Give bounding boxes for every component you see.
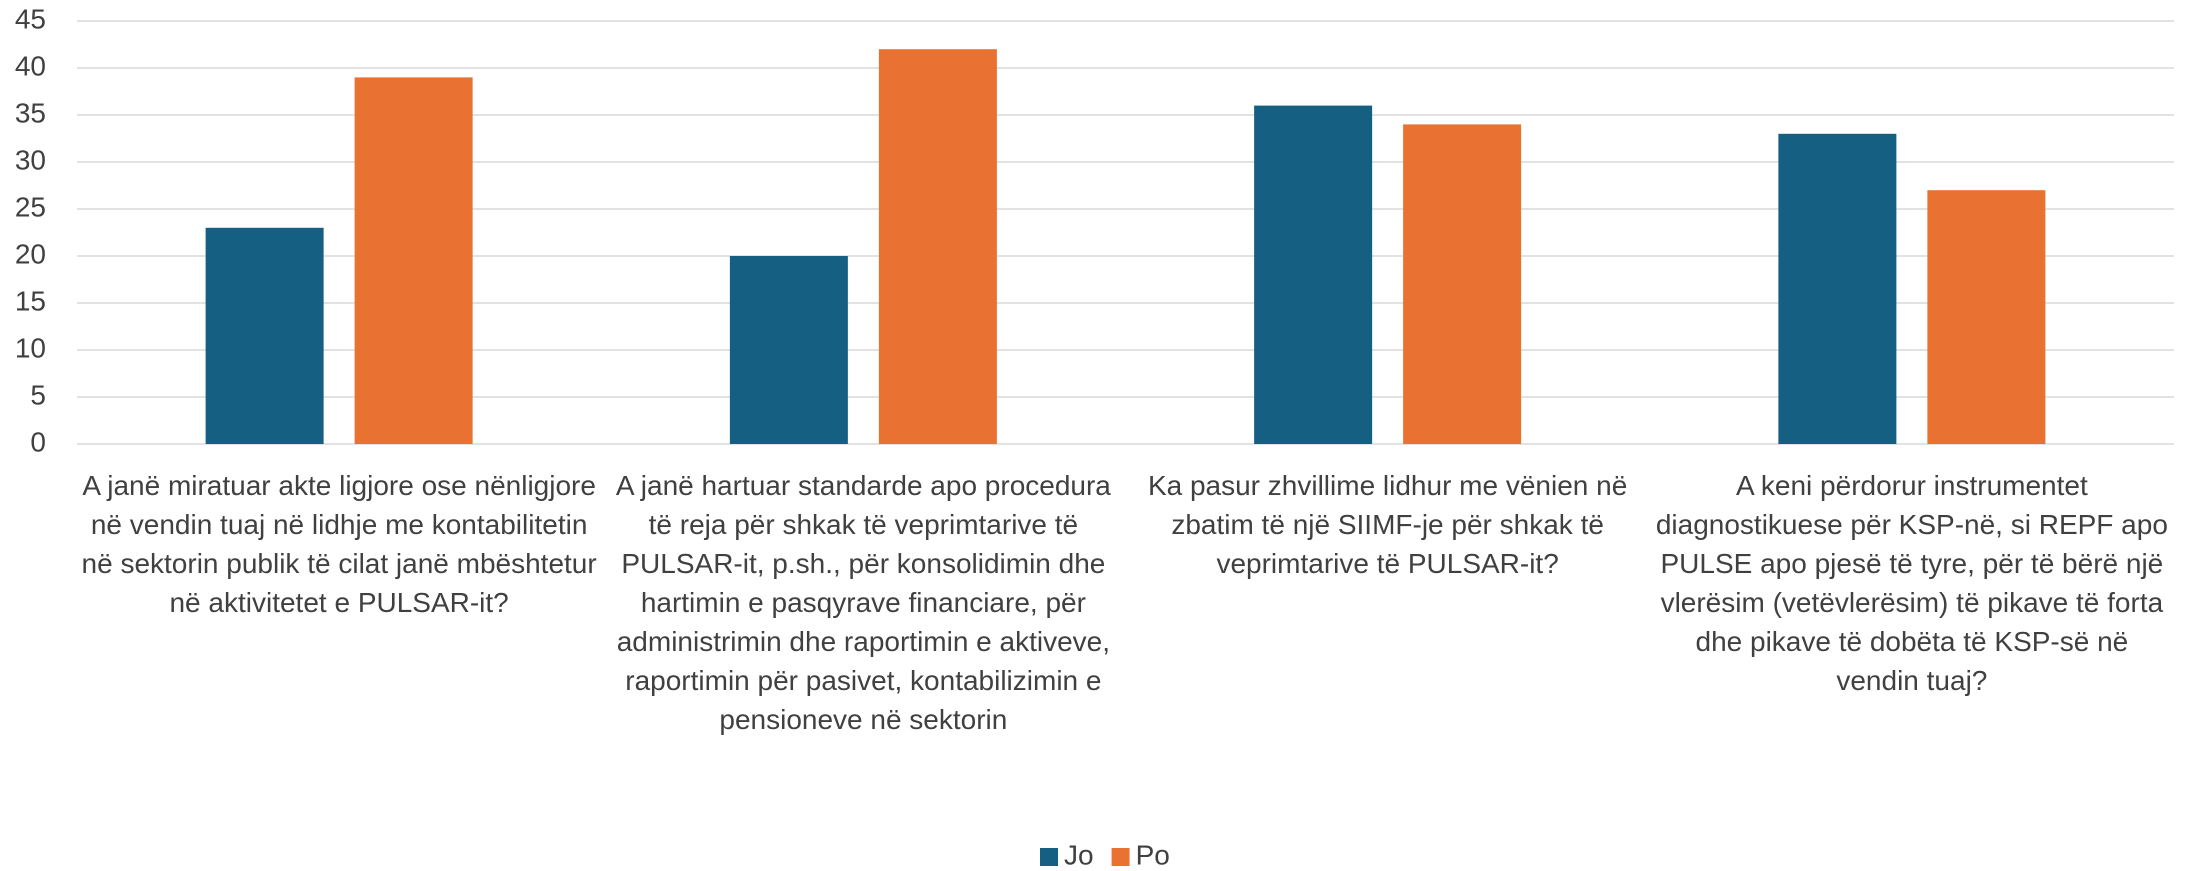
bar	[1254, 105, 1373, 444]
y-tick-label: 30	[15, 144, 46, 175]
y-tick-label: 40	[15, 50, 46, 81]
bar	[1403, 124, 1522, 445]
y-tick-label: 25	[15, 191, 46, 222]
x-tick-label: Ka pasur zhvillime lidhur me vënien në z…	[1147, 470, 1628, 579]
legend-swatch	[1111, 848, 1130, 866]
bar	[1927, 190, 2046, 444]
x-tick-label: A janë miratuar akte ligjore ose nënligj…	[81, 470, 597, 618]
bar	[354, 77, 473, 445]
y-tick-label: 5	[30, 379, 46, 410]
y-tick-label: 45	[15, 3, 46, 34]
bar	[1778, 133, 1897, 445]
y-tick-label: 20	[15, 238, 46, 269]
y-tick-label: 10	[15, 332, 46, 363]
x-tick-label: A janë hartuar standarde apo procedura t…	[615, 470, 1111, 735]
bar	[205, 227, 324, 444]
legend-label: Jo	[1064, 839, 1094, 870]
x-tick-label: A keni përdorur instrumentet diagnostiku…	[1655, 470, 2168, 696]
bar	[878, 49, 997, 444]
y-tick-label: 15	[15, 285, 46, 316]
legend-swatch	[1040, 848, 1058, 866]
bar	[729, 256, 848, 444]
legend-label: Po	[1136, 839, 1170, 870]
y-tick-label: 35	[15, 97, 46, 128]
y-tick-label: 0	[30, 426, 46, 457]
